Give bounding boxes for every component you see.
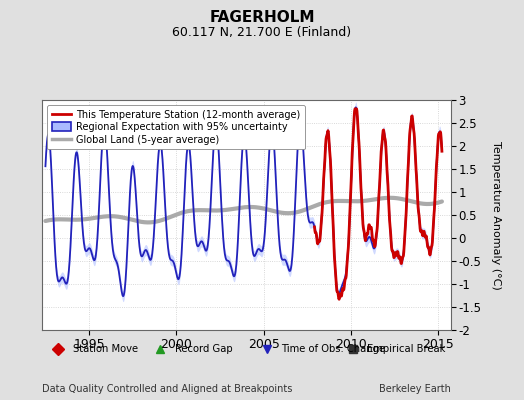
Text: Station Move: Station Move (72, 344, 138, 354)
Text: Empirical Break: Empirical Break (367, 344, 445, 354)
Text: Time of Obs. Change: Time of Obs. Change (281, 344, 385, 354)
Text: FAGERHOLM: FAGERHOLM (209, 10, 315, 25)
Legend: This Temperature Station (12-month average), Regional Expectation with 95% uncer: This Temperature Station (12-month avera… (47, 105, 305, 150)
Text: Record Gap: Record Gap (174, 344, 232, 354)
Text: Berkeley Earth: Berkeley Earth (379, 384, 451, 394)
Y-axis label: Temperature Anomaly (°C): Temperature Anomaly (°C) (490, 141, 501, 289)
Text: 60.117 N, 21.700 E (Finland): 60.117 N, 21.700 E (Finland) (172, 26, 352, 39)
Text: Data Quality Controlled and Aligned at Breakpoints: Data Quality Controlled and Aligned at B… (42, 384, 292, 394)
